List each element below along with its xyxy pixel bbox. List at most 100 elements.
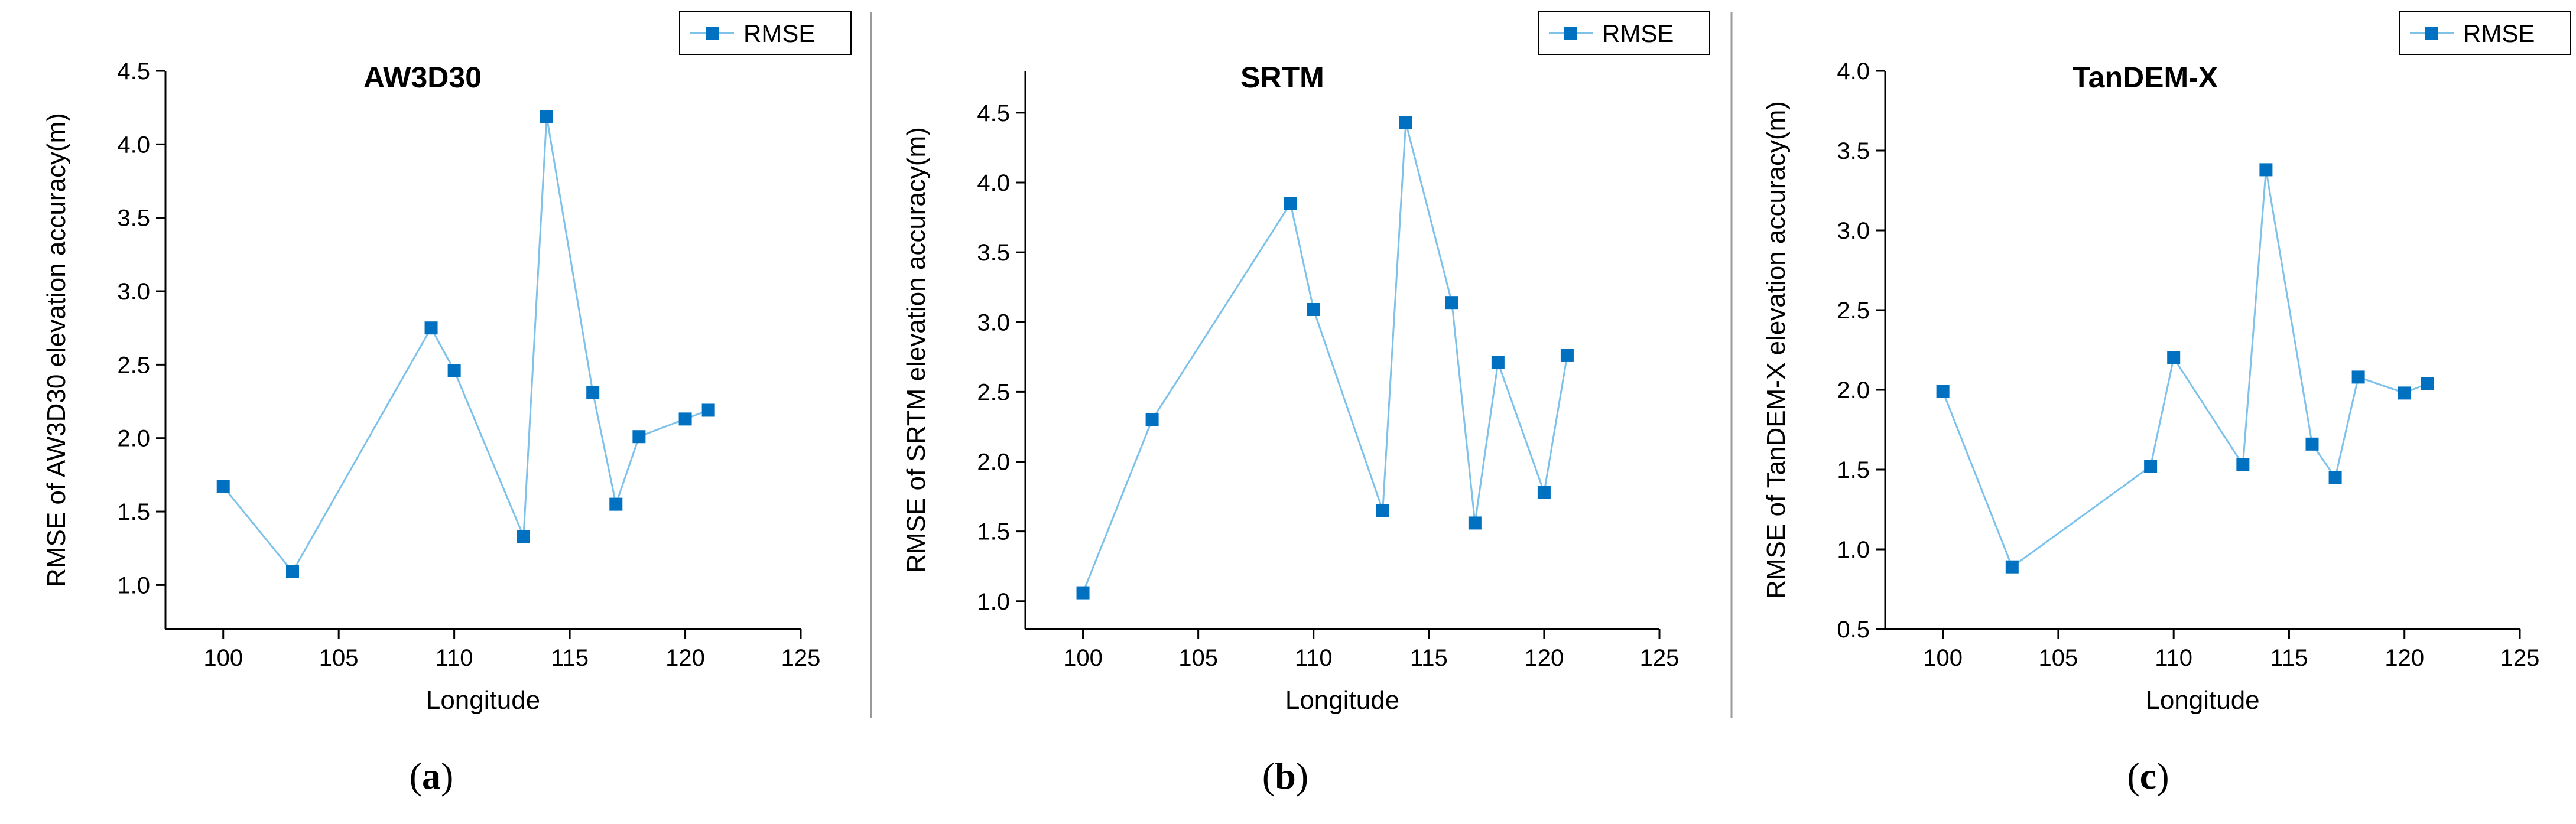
- y-tick-label: 3.0: [117, 279, 150, 305]
- legend-marker: [1564, 27, 1577, 40]
- y-tick-label: 2.0: [977, 450, 1010, 475]
- y-tick-label: 1.5: [977, 519, 1010, 545]
- data-point: [1145, 413, 1159, 426]
- y-tick-label: 1.0: [117, 572, 150, 598]
- caption-close-paren: ): [1296, 755, 1308, 797]
- data-point: [2259, 163, 2273, 177]
- y-tick-label: 4.0: [977, 170, 1010, 196]
- data-point: [286, 565, 299, 579]
- y-tick-label: 2.0: [117, 426, 150, 452]
- data-point: [678, 412, 692, 426]
- data-point: [1076, 586, 1090, 600]
- legend-label: RMSE: [1602, 19, 1674, 47]
- x-tick-label: 100: [1063, 645, 1103, 671]
- data-point: [1468, 516, 1482, 530]
- caption-close-paren: ): [2156, 755, 2169, 797]
- caption-letter: c: [2140, 755, 2156, 797]
- caption-close-paren: ): [441, 755, 453, 797]
- x-tick-label: 125: [1640, 645, 1680, 671]
- data-point: [216, 480, 230, 493]
- panel-caption: (c): [2127, 755, 2169, 797]
- data-point: [447, 364, 461, 377]
- x-tick-label: 120: [2385, 645, 2424, 671]
- data-point: [2005, 560, 2019, 574]
- data-point: [2421, 377, 2434, 390]
- x-tick-label: 120: [665, 645, 705, 671]
- panel-caption: (b): [1262, 755, 1308, 797]
- chart-title: AW3D30: [363, 61, 482, 94]
- data-point: [632, 430, 646, 444]
- data-point: [1560, 349, 1574, 362]
- chart-panel-2: 100 105 110 115 120 125 1.0 1.5 2.0 2.5 3.0 3.5 4.0 4…: [902, 11, 1710, 797]
- data-point: [1376, 504, 1389, 517]
- chart-title: SRTM: [1240, 61, 1324, 94]
- data-point: [517, 530, 530, 543]
- data-point: [609, 497, 623, 511]
- y-tick-label: 4.0: [117, 132, 150, 158]
- data-point: [2236, 458, 2250, 471]
- data-point: [1537, 486, 1551, 499]
- y-tick-label: 2.0: [1837, 377, 1870, 403]
- data-point: [1936, 385, 1950, 398]
- data-point: [1307, 302, 1320, 316]
- y-tick-label: 4.0: [1837, 58, 1870, 84]
- x-tick-label: 110: [436, 645, 473, 671]
- data-point: [424, 321, 438, 335]
- y-tick-label: 2.5: [117, 352, 150, 378]
- legend-box: [679, 11, 852, 55]
- chart-title: TanDEM-X: [2073, 61, 2218, 94]
- data-point: [1399, 116, 1412, 129]
- x-tick-label: 115: [2270, 645, 2308, 671]
- x-tick-label: 110: [2155, 645, 2192, 671]
- legend-box: [2399, 11, 2571, 55]
- legend-label: RMSE: [743, 19, 815, 47]
- y-tick-label: 3.0: [977, 310, 1010, 336]
- y-tick-label: 2.5: [1837, 298, 1870, 324]
- x-tick-label: 100: [1923, 645, 1963, 671]
- x-tick-label: 115: [1410, 645, 1448, 671]
- series-line: [1942, 170, 2428, 569]
- y-axis-label: RMSE of SRTM elevation accuracy(m): [902, 127, 931, 573]
- data-point: [1491, 356, 1505, 369]
- x-tick-label: 125: [781, 645, 821, 671]
- y-tick-label: 1.0: [977, 589, 1010, 615]
- data-point: [2167, 351, 2181, 364]
- caption-open-paren: (: [1262, 755, 1275, 797]
- legend-marker: [706, 27, 719, 40]
- y-axis-label: RMSE of TanDEM-X elevation accuracy(m): [1762, 101, 1791, 599]
- x-tick-label: 105: [2039, 645, 2078, 671]
- data-point: [1445, 296, 1458, 310]
- caption-letter: b: [1275, 755, 1296, 797]
- x-tick-label: 120: [1525, 645, 1564, 671]
- y-tick-label: 3.0: [1837, 218, 1870, 244]
- y-tick-label: 2.5: [977, 379, 1010, 405]
- y-tick-label: 0.5: [1837, 617, 1870, 643]
- x-axis-label: Longitude: [1285, 686, 1399, 715]
- data-point: [1284, 197, 1297, 210]
- data-point: [701, 403, 715, 417]
- caption-open-paren: (: [410, 755, 422, 797]
- y-tick-label: 3.5: [117, 206, 150, 232]
- y-tick-label: 1.0: [1837, 537, 1870, 563]
- x-tick-label: 105: [319, 645, 359, 671]
- legend: RMSE: [2399, 11, 2571, 55]
- legend: RMSE: [1538, 11, 1710, 55]
- chart-panel-3: 100 105 110 115 120 125 0.5 1.0 1.5 2.0 2.5 3.0 3.5 4…: [1762, 11, 2571, 797]
- caption-letter: a: [422, 755, 441, 797]
- data-point: [540, 110, 553, 123]
- x-tick-label: 115: [551, 645, 589, 671]
- y-tick-label: 4.5: [117, 58, 150, 84]
- x-tick-label: 105: [1178, 645, 1218, 671]
- panel-caption: (a): [410, 755, 454, 797]
- series-line: [222, 116, 709, 574]
- y-tick-label: 1.5: [117, 499, 150, 525]
- chart-panel-1: 100 105 110 115 120 125 1.0 1.5 2.0 2.5 3.0 3.5 4.0 4…: [42, 11, 852, 797]
- legend: RMSE: [679, 11, 852, 55]
- x-axis-label: Longitude: [2145, 686, 2259, 715]
- x-axis-label: Longitude: [426, 686, 540, 715]
- x-tick-label: 110: [1295, 645, 1333, 671]
- data-point: [2305, 437, 2319, 451]
- data-point: [2398, 386, 2411, 400]
- data-point: [586, 386, 600, 399]
